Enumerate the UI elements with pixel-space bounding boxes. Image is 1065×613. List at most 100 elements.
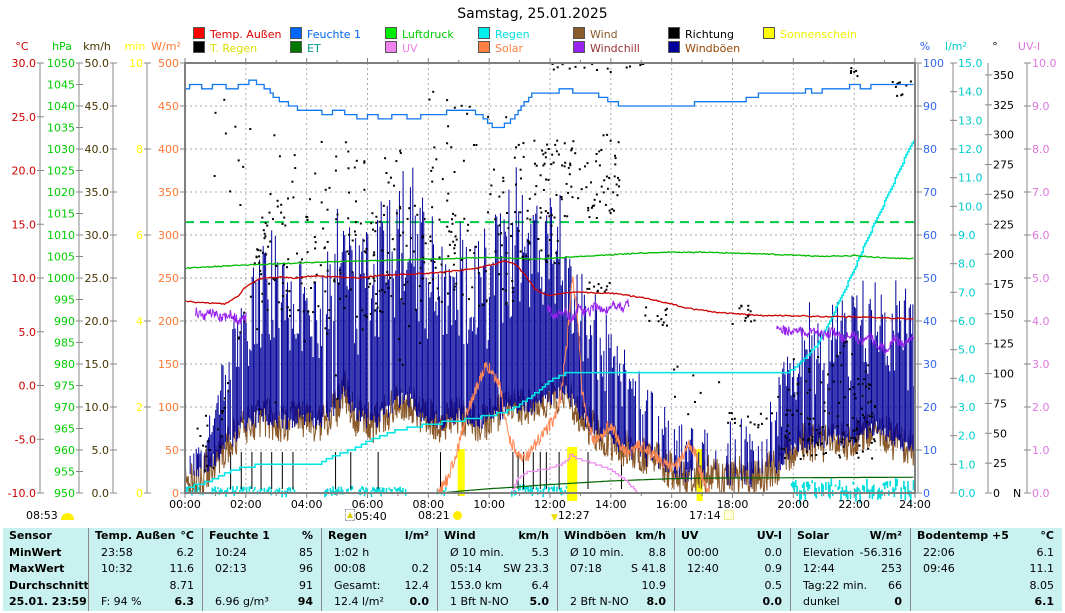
table-cell: 8.8 bbox=[648, 545, 667, 559]
table-cell: 12:40 bbox=[687, 562, 719, 576]
svg-text:14:00: 14:00 bbox=[595, 498, 627, 511]
svg-text:25: 25 bbox=[993, 457, 1007, 470]
table-row: 10:32 11.6 bbox=[89, 561, 202, 578]
table-cell: Gesamt: bbox=[334, 578, 381, 592]
svg-text:125: 125 bbox=[993, 338, 1014, 351]
event-time: 17:14 bbox=[689, 509, 721, 522]
table-cell: 12.4 l/m² bbox=[334, 595, 384, 609]
legend-swatch-icon bbox=[385, 41, 397, 53]
svg-text:°C: °C bbox=[15, 40, 29, 53]
table-cell: Ø 10 min. bbox=[450, 545, 504, 559]
table-row: 1 Bft N-NO 5.0 bbox=[438, 594, 557, 611]
table-row: 09:46 11.1 bbox=[911, 561, 1062, 578]
svg-text:970: 970 bbox=[54, 401, 75, 414]
svg-text:990: 990 bbox=[54, 315, 75, 328]
table-row: 02:13 96 bbox=[203, 561, 321, 578]
table-cell: 12.4 bbox=[404, 578, 430, 592]
svg-text:995: 995 bbox=[54, 294, 75, 307]
svg-text:175: 175 bbox=[993, 278, 1014, 291]
table-cell: 253 bbox=[881, 562, 902, 576]
table-cell: km/h bbox=[518, 529, 549, 542]
legend-item-wind: Wind bbox=[573, 27, 618, 41]
svg-text:1025: 1025 bbox=[47, 165, 75, 178]
svg-text:955: 955 bbox=[54, 466, 75, 479]
svg-text:1015: 1015 bbox=[47, 208, 75, 221]
svg-text:18:00: 18:00 bbox=[717, 498, 749, 511]
svg-text:950: 950 bbox=[54, 487, 75, 500]
table-cell: MaxWert bbox=[9, 562, 65, 576]
legend-label: Regen bbox=[495, 28, 530, 41]
svg-text:6.0: 6.0 bbox=[1032, 229, 1050, 242]
legend-label: Wind bbox=[590, 28, 618, 41]
table-row: 91 bbox=[203, 578, 321, 595]
xC-axis: °C -10.0 -5.0 0.0 5.0 10.0 15.0 20.0 25.0 30.0 bbox=[8, 40, 44, 500]
svg-text:965: 965 bbox=[54, 423, 75, 436]
table-cell bbox=[203, 578, 215, 595]
table-cell: Solar bbox=[797, 529, 830, 542]
table-cell: 09:46 bbox=[923, 562, 955, 576]
svg-text:980: 980 bbox=[54, 358, 75, 371]
legend-label: T. Regen bbox=[210, 42, 258, 55]
table-cell: 10:24 bbox=[215, 545, 247, 559]
svg-text:12.0: 12.0 bbox=[958, 143, 983, 156]
legend-swatch-icon bbox=[478, 27, 490, 39]
table-row: Tag:22 min. 66 bbox=[791, 578, 910, 595]
svg-text:100: 100 bbox=[158, 401, 179, 414]
svg-text:00:00: 00:00 bbox=[169, 498, 201, 511]
table-header-row: Solar W/m² bbox=[791, 528, 910, 545]
table-cell: 6.1 bbox=[1036, 545, 1055, 559]
svg-text:50: 50 bbox=[165, 444, 179, 457]
table-cell: 6.2 bbox=[176, 545, 195, 559]
hPa-axis: hPa 950 955 960 965 970 975 980 985 990 995 1000 100… bbox=[47, 40, 83, 500]
table-cell: 07:18 bbox=[570, 562, 602, 576]
table-row: 8.05 bbox=[911, 578, 1062, 595]
table-col-uv: UV UV-I 00:00 0.0 12:40 0.9 0.5 0.0 bbox=[674, 528, 790, 611]
table-header-row: Wind km/h bbox=[438, 528, 557, 545]
table-cell bbox=[429, 545, 437, 562]
series-uv bbox=[510, 453, 638, 494]
svg-text:500: 500 bbox=[158, 57, 179, 70]
sunrise-icon bbox=[61, 509, 75, 522]
svg-text:0.0: 0.0 bbox=[19, 380, 37, 393]
svg-text:225: 225 bbox=[993, 218, 1014, 231]
table-col-sensor: Sensor MinWert MaxWert Durchschnitt 25.01. 2… bbox=[3, 528, 88, 611]
svg-text:150: 150 bbox=[158, 358, 179, 371]
legend-swatch-icon bbox=[668, 41, 680, 53]
svg-text:0: 0 bbox=[136, 487, 143, 500]
lxmx-axis: l/m² 0.0 1.0 2.0 3.0 4.0 5.0 6.0 7.0 8.0 9.0 10.0 11… bbox=[945, 40, 982, 500]
table-cell: Wind bbox=[444, 529, 476, 542]
svg-text:10.0: 10.0 bbox=[85, 401, 110, 414]
table-cell: 11.6 bbox=[169, 562, 195, 576]
svg-text:4: 4 bbox=[136, 315, 143, 328]
table-cell: km/h bbox=[635, 529, 666, 542]
table-row: dunkel 0 bbox=[791, 594, 910, 611]
legend-label: Richtung bbox=[685, 28, 734, 41]
svg-text:100: 100 bbox=[923, 57, 944, 70]
svg-text:1045: 1045 bbox=[47, 79, 75, 92]
table-cell: 12:44 bbox=[803, 562, 835, 576]
table-cell: 6.1 bbox=[1034, 595, 1055, 609]
table-row: 10.9 bbox=[558, 578, 674, 595]
svg-text:-10.0: -10.0 bbox=[8, 487, 36, 500]
svg-text:2: 2 bbox=[136, 401, 143, 414]
svg-text:N: N bbox=[1013, 487, 1021, 500]
svg-text:0.0: 0.0 bbox=[958, 487, 976, 500]
table-row: 10:24 85 bbox=[203, 545, 321, 562]
event-time: 12:27 bbox=[557, 509, 590, 522]
table-cell: 0.2 bbox=[411, 562, 430, 576]
daily-statistics-table: Sensor MinWert MaxWert Durchschnitt 25.01. 2… bbox=[3, 528, 1062, 611]
svg-text:5.0: 5.0 bbox=[19, 326, 37, 339]
table-cell: 8.0 bbox=[646, 595, 667, 609]
table-row: Durchschnitt bbox=[3, 578, 88, 595]
svg-text:10.0: 10.0 bbox=[958, 200, 983, 213]
%-axis: % 0 10 20 30 40 50 60 70 80 90 100 bbox=[915, 40, 944, 500]
svg-text:UV-I: UV-I bbox=[1018, 40, 1040, 53]
svg-text:200: 200 bbox=[993, 248, 1014, 261]
table-cell bbox=[911, 594, 923, 611]
svg-text:22:00: 22:00 bbox=[838, 498, 870, 511]
svg-text:1.0: 1.0 bbox=[1032, 444, 1050, 457]
table-row: 25.01. 23:59 bbox=[3, 594, 88, 611]
table-col-solar: Solar W/m² Elevation -56.316 12:44 253 Tag:22 … bbox=[790, 528, 910, 611]
